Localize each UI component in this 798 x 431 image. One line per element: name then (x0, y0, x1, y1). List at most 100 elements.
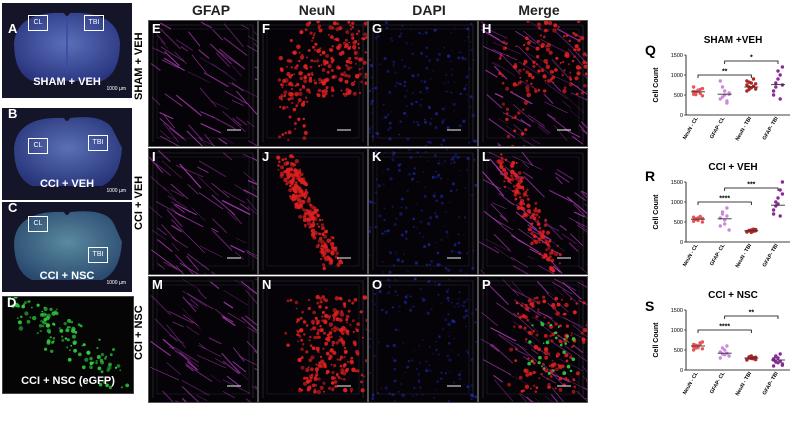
egfp-cell (73, 348, 77, 353)
egfp-cell (102, 380, 106, 384)
data-point (727, 354, 731, 358)
data-point (771, 93, 776, 97)
data-point (754, 87, 758, 91)
data-point (696, 88, 700, 92)
x-category-label: GFAP- CL (709, 115, 727, 140)
egfp-cell (77, 352, 82, 357)
egfp-cell (31, 306, 33, 309)
egfp-cell (20, 315, 23, 319)
panel-letter-c: C (8, 202, 18, 215)
x-category-label: NeuN - TBI (735, 116, 754, 142)
egfp-cell (45, 323, 51, 328)
egfp-cell (104, 357, 107, 360)
egfp-cell (11, 304, 15, 308)
data-point (771, 89, 776, 93)
panel-letter-k: K (372, 149, 382, 164)
egfp-cell (43, 306, 46, 309)
egfp-cell (52, 322, 55, 326)
panel-letter-l: L (482, 149, 490, 164)
brain-b-label: CCI + VEH (39, 178, 95, 190)
y-tick-label: 1000 (671, 73, 683, 79)
panel-letter-o: O (372, 277, 383, 292)
data-point (725, 206, 729, 210)
egfp-cell (70, 344, 73, 347)
egfp-cell (11, 297, 15, 301)
brain-section-d: D CCI + NSC (eGFP) (2, 296, 134, 394)
data-point (778, 97, 782, 101)
significance-label: **** (719, 196, 730, 203)
egfp-cell (49, 336, 52, 339)
chart-title-r: CCI + VEH (708, 162, 758, 173)
egfp-cell (89, 356, 93, 361)
significance-bracket (724, 315, 779, 319)
x-category-label: GFAP- CL (709, 370, 727, 395)
tile-merge-3: P (478, 276, 588, 403)
egfp-cell (66, 326, 69, 329)
data-point (718, 97, 722, 101)
row-label-cci-veh: CCI + VEH (133, 175, 145, 230)
y-tick-label: 1000 (671, 200, 683, 206)
y-tick-label: 1500 (671, 53, 683, 59)
y-axis-label: Cell Count (653, 322, 660, 358)
panel-letter-a: A (8, 21, 18, 36)
egfp-cell (36, 332, 39, 335)
chart-letter-q: Q (645, 42, 656, 58)
egfp-cell (66, 338, 70, 342)
chart-q: Cell Count 0 500 1000 1500 NeuN - CL GFAP- CL N… (653, 53, 790, 142)
data-point (698, 91, 702, 96)
data-point (700, 220, 705, 224)
egfp-cell (98, 338, 101, 341)
egfp-cell (52, 337, 56, 340)
egfp-cell (105, 355, 108, 358)
egfp-cell (96, 346, 99, 350)
egfp-cell (120, 386, 123, 389)
tile-gfap-1: E (148, 20, 258, 147)
data-point (723, 222, 727, 226)
y-tick-label: 1000 (671, 328, 683, 334)
tile-dapi-2: K (368, 148, 478, 275)
roi-cl-c: CL (28, 216, 48, 232)
panel-letter-f: F (262, 21, 270, 36)
egfp-cell (28, 300, 31, 303)
data-point (780, 180, 785, 184)
data-point (749, 230, 753, 235)
data-point (778, 352, 782, 356)
panel-letter-e: E (152, 21, 161, 36)
egfp-cell (125, 383, 130, 388)
y-axis-label: Cell Count (653, 194, 660, 230)
egfp-cell (46, 339, 51, 343)
brain-d-label: CCI + NSC (eGFP) (21, 375, 115, 387)
egfp-cell (77, 323, 81, 327)
tile-neun-2: J (258, 148, 368, 275)
chart-letter-r: R (645, 168, 656, 184)
egfp-cell (84, 357, 89, 362)
egfp-cell (17, 320, 22, 325)
data-point (776, 196, 780, 200)
data-point (723, 89, 727, 93)
egfp-cell (41, 310, 43, 313)
data-point (694, 92, 698, 97)
roi-tbi-c: TBI (88, 247, 108, 263)
data-point (745, 83, 749, 87)
egfp-cell (45, 316, 50, 321)
egfp-cell (97, 366, 102, 371)
egfp-cell (89, 361, 94, 366)
egfp-cell (86, 350, 91, 355)
data-point (771, 208, 776, 212)
egfp-cell (41, 325, 45, 328)
data-point (778, 188, 782, 192)
axis-lines (685, 182, 790, 243)
egfp-cell (109, 353, 113, 357)
data-point (718, 224, 722, 228)
egfp-cell (36, 303, 40, 307)
data-point (747, 87, 751, 92)
egfp-cell (108, 385, 113, 390)
egfp-cell (32, 315, 37, 321)
data-point (780, 192, 785, 196)
egfp-cell (61, 335, 64, 338)
data-point (774, 355, 778, 359)
egfp-cell (46, 328, 51, 333)
egfp-cell (98, 382, 103, 387)
egfp-cell (18, 326, 24, 331)
brain-a-label: SHAM + VEH (33, 76, 101, 88)
